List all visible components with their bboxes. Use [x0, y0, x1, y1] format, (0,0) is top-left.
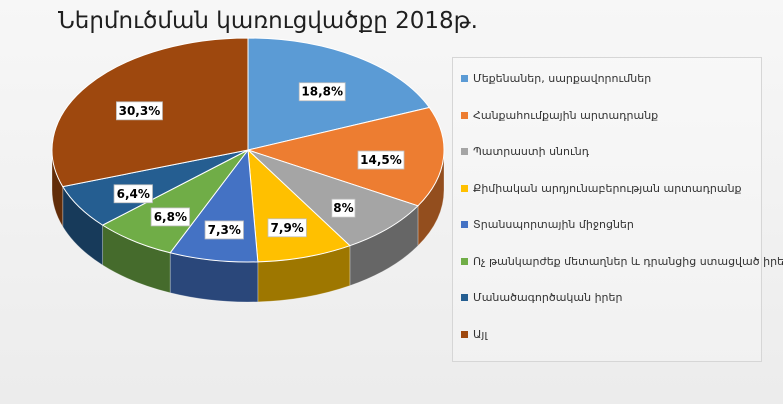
- legend-swatch-5: [461, 257, 468, 265]
- data-label-text-3: 7,9%: [271, 221, 304, 235]
- chart-legend: Մեքենաներ, սարքավորումներ Հանքահումքային …: [452, 57, 783, 362]
- legend-item-6: Մանածագործական իրեր: [461, 291, 622, 304]
- legend-swatch-3: [461, 184, 468, 192]
- legend-item-5: Ոչ թանկարժեք մետաղներ և դրանցից ստացված …: [461, 255, 783, 268]
- legend-label-4: Տրանսպորտային միջոցներ: [473, 218, 634, 231]
- legend-swatch-0: [461, 75, 468, 82]
- data-label-3: 7,9%: [267, 218, 307, 238]
- legend-item-0: Մեքենաներ, սարքավորումներ: [461, 72, 651, 85]
- data-label-box-4: [204, 220, 244, 240]
- legend-swatch-7: [461, 330, 468, 338]
- pie-slice-2: [247, 149, 419, 247]
- data-label-5: 6,8%: [150, 207, 190, 227]
- data-label-box-7: [116, 101, 163, 121]
- data-label-2: 8%: [331, 198, 356, 218]
- chart-title: Ներմուծման կառուցվածքը 2018թ.: [58, 8, 478, 34]
- data-label-text-2: 8%: [333, 201, 353, 215]
- data-label-7: 30,3%: [116, 101, 163, 121]
- data-label-box-2: [331, 198, 356, 218]
- data-label-box-1: [357, 150, 405, 170]
- data-label-text-1: 14,5%: [360, 153, 402, 167]
- legend-item-3: Քիմիական արդյունաբերության արտադրանք: [461, 182, 742, 195]
- legend-label-6: Մանածագործական իրեր: [473, 291, 623, 304]
- data-label-box-5: [150, 207, 190, 227]
- legend-label-1: Հանքահումքային արտադրանք: [473, 108, 659, 122]
- legend-item-7: Այլ: [461, 328, 487, 341]
- legend-swatch-4: [461, 221, 468, 228]
- legend-item-1: Հանքահումքային արտադրանք: [461, 109, 658, 122]
- data-label-box-0: [298, 82, 346, 102]
- data-label-text-4: 7,3%: [208, 223, 241, 237]
- legend-label-5: Ոչ թանկարժեք մետաղներ և դրանցից ստացված …: [473, 254, 783, 268]
- legend-swatch-6: [461, 294, 468, 301]
- legend-swatch-2: [461, 148, 468, 155]
- legend-swatch-1: [461, 111, 468, 119]
- data-label-text-5: 6,8%: [154, 210, 187, 224]
- data-label-box-6: [113, 184, 153, 204]
- legend-label-7: Այլ: [473, 327, 488, 341]
- legend-label-0: Մեքենաներ, սարքավորումներ: [473, 72, 652, 85]
- data-label-0: 18,8%: [298, 82, 346, 102]
- data-label-1: 14,5%: [357, 150, 405, 170]
- legend-item-4: Տրանսպորտային միջոցներ: [461, 218, 634, 231]
- data-label-box-3: [267, 218, 307, 238]
- legend-item-2: Պատրաստի սնունդ: [461, 145, 589, 158]
- pie-slice-1: [246, 106, 445, 207]
- data-label-6: 6,4%: [113, 184, 153, 204]
- data-label-4: 7,3%: [204, 220, 244, 240]
- data-label-text-0: 18,8%: [301, 85, 343, 99]
- data-label-text-6: 6,4%: [117, 187, 150, 201]
- data-label-text-7: 30,3%: [119, 104, 161, 118]
- legend-label-3: Քիմիական արդյունաբերության արտադրանք: [473, 181, 742, 195]
- legend-label-2: Պատրաստի սնունդ: [473, 145, 590, 158]
